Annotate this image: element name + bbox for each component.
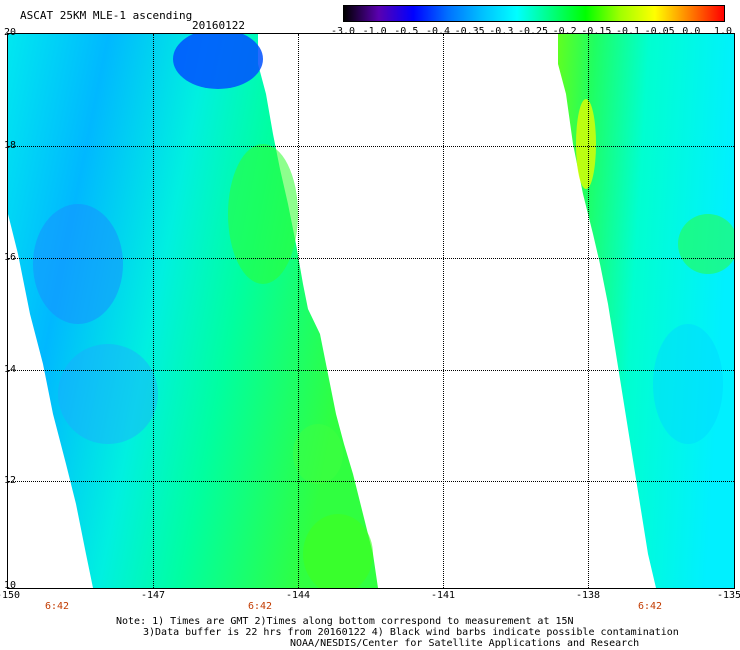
lon-label: -138 [575, 590, 601, 601]
swath-time: 6:42 [637, 601, 663, 612]
region-blue [33, 204, 123, 324]
colorbar-label: -0.15 [581, 26, 612, 37]
swath-time: 6:42 [44, 601, 70, 612]
scatterometer-swaths [8, 34, 734, 588]
map-title: ASCAT 25KM MLE-1 ascending [20, 9, 193, 22]
lon-label: -150 [0, 590, 21, 601]
meridian-line [443, 34, 444, 588]
meridian-line [298, 34, 299, 588]
colorbar-label: -0.4 [425, 26, 451, 37]
colorbar-label: -0.2 [552, 26, 577, 37]
colorbar [343, 5, 725, 22]
meridian-line [588, 34, 589, 588]
colorbar-label: 1.0 [713, 26, 733, 37]
lat-label: 16 [4, 252, 17, 263]
swath-west [8, 34, 378, 588]
region-dark-blue [173, 34, 263, 89]
colorbar-label: -0.1 [615, 26, 641, 37]
lon-label: -144 [285, 590, 311, 601]
lon-label: -135 [716, 590, 740, 601]
note-line-3: NOAA/NESDIS/Center for Satellite Applica… [290, 638, 640, 649]
lat-label: 10 [4, 580, 17, 591]
region-yellow [576, 99, 596, 189]
lat-label: 18 [4, 140, 17, 151]
note-line-2: 3)Data buffer is 22 hrs from 20160122 4)… [143, 627, 679, 638]
region-green [303, 514, 373, 588]
lat-label: 12 [4, 475, 17, 486]
lat-label: 20 [4, 27, 17, 38]
parallel-line [8, 146, 734, 147]
colorbar-label: -0.3 [489, 26, 514, 37]
swath-time: 6:42 [247, 601, 273, 612]
map-plot-area [7, 33, 735, 589]
parallel-line [8, 481, 734, 482]
lat-label: 14 [4, 364, 17, 375]
colorbar-label: -0.35 [454, 26, 485, 37]
region-blue [653, 324, 723, 444]
parallel-line [8, 258, 734, 259]
region-green [228, 144, 298, 284]
region-green [293, 424, 343, 484]
colorbar-label: -3.0 [330, 26, 356, 37]
colorbar-label: -0.5 [394, 26, 419, 37]
swath-east [558, 34, 734, 588]
colorbar-label: -1.0 [362, 26, 387, 37]
colorbar-label: -0.25 [517, 26, 549, 37]
colorbar-label: 0.0 [682, 26, 701, 37]
lon-label: -147 [140, 590, 166, 601]
colorbar-label: -0.05 [644, 26, 675, 37]
region-blue [58, 344, 158, 444]
note-line-1: Note: 1) Times are GMT 2)Times along bot… [116, 616, 574, 627]
parallel-line [8, 370, 734, 371]
map-date: 20160122 [192, 19, 245, 32]
meridian-line [153, 34, 154, 588]
lon-label: -141 [430, 590, 456, 601]
